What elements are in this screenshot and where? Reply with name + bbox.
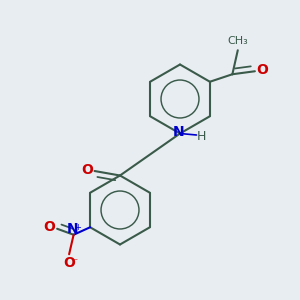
Text: O: O [43,220,55,234]
Text: N: N [66,222,78,236]
Text: ⁻: ⁻ [72,257,77,267]
Text: O: O [81,163,93,176]
Text: O: O [63,256,75,270]
Text: CH₃: CH₃ [227,36,248,46]
Text: H: H [197,130,207,143]
Text: N: N [173,125,184,139]
Text: +: + [74,223,81,232]
Text: O: O [256,63,268,77]
